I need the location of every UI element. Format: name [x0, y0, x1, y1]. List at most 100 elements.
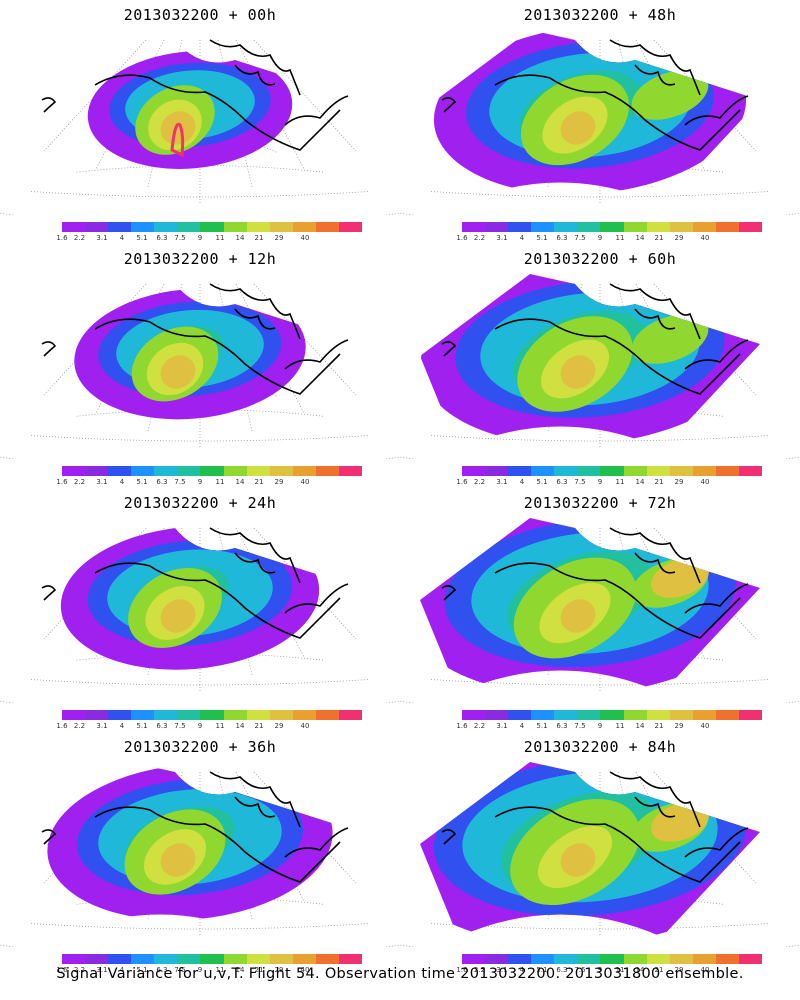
colorbar-swatch — [531, 710, 555, 720]
colorbar-label: 21 — [654, 966, 664, 974]
colorbar-label: 7.5 — [174, 234, 186, 242]
colorbar-swatch — [692, 954, 716, 964]
colorbar-swatch — [623, 954, 647, 964]
colorbar-label: 3.1 — [96, 234, 108, 242]
colorbar-label: 1.6 — [456, 234, 468, 242]
colorbar-label: 40 — [300, 478, 310, 486]
colorbar-swatch — [338, 222, 363, 232]
panel-title: 2013032200 + 60h — [523, 250, 677, 268]
colorbar-swatch — [715, 466, 739, 476]
colorbar-labels: 1.6 2.2 3.1 4 5.1 6.3 7.5 9 11 14 21 29 40 — [56, 234, 362, 244]
colorbar-swatch — [531, 954, 555, 964]
colorbar-label: 9 — [597, 722, 603, 730]
colorbar-label: 6.3 — [556, 478, 568, 486]
colorbar-label: 40 — [300, 722, 310, 730]
colorbar-swatch — [292, 710, 316, 720]
colorbar-label: 29 — [274, 478, 284, 486]
colorbar-label: 5.1 — [536, 234, 548, 242]
colorbar-label: 3.1 — [496, 478, 508, 486]
colorbar-swatch — [531, 222, 555, 232]
colorbar-label: 14 — [235, 966, 245, 974]
colorbar-label: 9 — [597, 234, 603, 242]
colorbar-swatch — [623, 466, 647, 476]
colorbar-label: 7.5 — [574, 722, 586, 730]
colorbar-label: 14 — [235, 234, 245, 242]
colorbar-label: 7.5 — [174, 966, 186, 974]
colorbar-labels: 1.6 2.2 3.1 4 5.1 6.3 7.5 9 11 14 21 29 40 — [456, 966, 762, 976]
colorbar-swatch — [85, 954, 109, 964]
colorbar-swatch — [462, 710, 486, 720]
colorbar-swatch — [669, 466, 693, 476]
colorbar-swatch — [646, 222, 670, 232]
colorbar-label: 2.2 — [73, 478, 86, 486]
colorbar — [462, 222, 763, 232]
colorbar-label: 14 — [235, 722, 245, 730]
colorbar-label: 9 — [597, 478, 603, 486]
colorbar-swatch — [223, 222, 247, 232]
colorbar-swatch — [62, 710, 86, 720]
forecast-panel: 2013032200 + 24h 1.6 2.2 3.1 4 5.1 6.3 7.5 9 11 14… — [0, 488, 400, 730]
colorbar-swatch — [508, 466, 532, 476]
colorbar-swatch — [531, 466, 555, 476]
colorbar-label: 21 — [254, 234, 264, 242]
colorbar-swatch — [177, 954, 201, 964]
colorbar-swatch — [623, 222, 647, 232]
colorbar-label: 5.1 — [136, 478, 148, 486]
colorbar-swatch — [154, 710, 178, 720]
colorbar-label: 3.1 — [96, 966, 108, 974]
colorbar-label: 3.1 — [96, 722, 108, 730]
colorbar-label: 40 — [300, 966, 310, 974]
colorbar-swatch — [85, 466, 109, 476]
colorbar-labels: 1.6 2.2 3.1 4 5.1 6.3 7.5 9 11 14 21 29 40 — [56, 966, 362, 976]
colorbar-swatch — [692, 222, 716, 232]
colorbar-swatch — [738, 222, 763, 232]
colorbar-labels: 1.6 2.2 3.1 4 5.1 6.3 7.5 9 11 14 21 29 40 — [456, 722, 762, 732]
colorbar-label: 5.1 — [536, 966, 548, 974]
colorbar-label: 4 — [519, 722, 525, 730]
polar-map — [0, 526, 400, 703]
colorbar-label: 5.1 — [136, 966, 148, 974]
colorbar-label: 7.5 — [174, 478, 186, 486]
colorbar-label: 6.3 — [556, 966, 568, 974]
colorbar-swatch — [108, 954, 132, 964]
colorbar-swatch — [577, 466, 601, 476]
polar-map — [400, 762, 800, 947]
colorbar-label: 4 — [119, 966, 125, 974]
colorbar-swatch — [200, 466, 224, 476]
colorbar-label: 6.3 — [156, 722, 168, 730]
forecast-panel: 2013032200 + 00h 1.6 2.2 3.1 4 5.1 6.3 7.5 9 11 14… — [0, 0, 400, 242]
colorbar-label: 6.3 — [556, 722, 568, 730]
colorbar-swatch — [554, 466, 578, 476]
colorbar-label: 29 — [674, 478, 684, 486]
colorbar-label: 1.6 — [456, 478, 468, 486]
colorbar-label: 40 — [700, 722, 710, 730]
colorbar-swatch — [246, 710, 270, 720]
colorbar-label: 4 — [519, 966, 525, 974]
colorbar-swatch — [738, 954, 763, 964]
colorbar-swatch — [62, 954, 86, 964]
colorbar-label: 2.2 — [473, 478, 486, 486]
figure-caption: Signal Variance for u,v,T. Flight 54. Ob… — [56, 966, 744, 982]
colorbar-label: 29 — [674, 234, 684, 242]
colorbar-label: 2.2 — [73, 966, 86, 974]
colorbar-swatch — [177, 710, 201, 720]
colorbar-swatch — [269, 466, 293, 476]
colorbar-swatch — [600, 222, 624, 232]
colorbar-label: 14 — [635, 478, 645, 486]
colorbar-label: 11 — [615, 234, 625, 242]
colorbar-swatch — [269, 954, 293, 964]
polar-map — [0, 763, 400, 947]
panel-title: 2013032200 + 24h — [123, 494, 277, 512]
colorbar-label: 14 — [635, 722, 645, 730]
colorbar-swatch — [292, 466, 316, 476]
colorbar-swatch — [246, 466, 270, 476]
colorbar-labels: 1.6 2.2 3.1 4 5.1 6.3 7.5 9 11 14 21 29 40 — [56, 478, 362, 488]
colorbar-swatch — [338, 466, 363, 476]
colorbar-label: 3.1 — [96, 478, 108, 486]
colorbar-label: 29 — [674, 966, 684, 974]
colorbar-label: 1.6 — [56, 234, 68, 242]
colorbar-swatch — [154, 466, 178, 476]
colorbar-label: 14 — [235, 478, 245, 486]
colorbar-label: 1.6 — [56, 966, 68, 974]
colorbar-label: 6.3 — [156, 478, 168, 486]
